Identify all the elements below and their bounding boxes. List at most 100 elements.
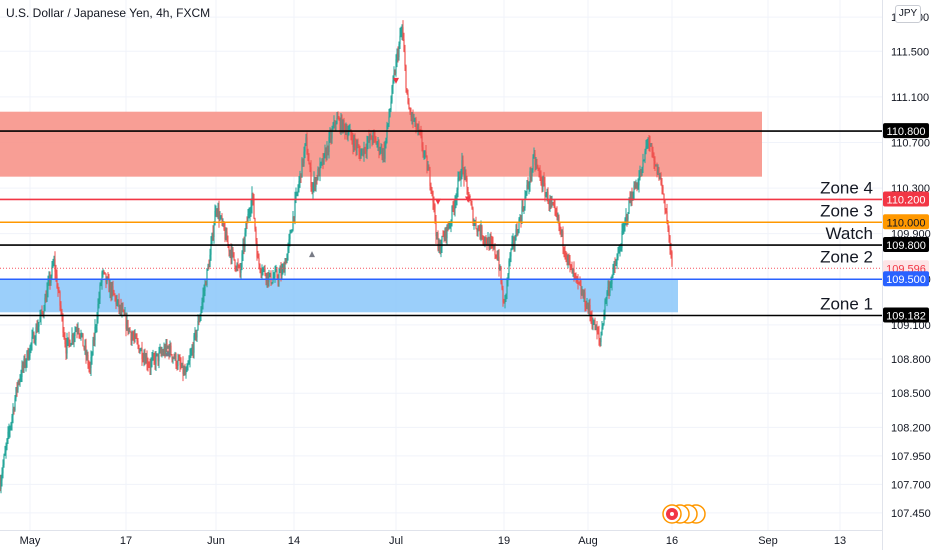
candle-body bbox=[522, 206, 524, 209]
candle-body bbox=[178, 359, 180, 361]
candle-body bbox=[211, 233, 213, 244]
candle-body bbox=[428, 168, 430, 171]
candle-body bbox=[260, 269, 262, 273]
candle-body bbox=[165, 343, 167, 354]
candle-body bbox=[100, 282, 102, 285]
candle-body bbox=[95, 325, 97, 327]
candle-body bbox=[670, 249, 672, 253]
candle-body bbox=[572, 269, 574, 274]
candle-body bbox=[81, 333, 83, 335]
currency-badge[interactable]: JPY bbox=[895, 5, 921, 23]
candle-body bbox=[510, 248, 512, 257]
candle-body bbox=[324, 151, 326, 154]
candle-body bbox=[231, 249, 233, 259]
candle-body bbox=[360, 152, 362, 159]
candle-body bbox=[366, 143, 368, 152]
candle-body bbox=[293, 216, 295, 218]
candle-body bbox=[408, 103, 410, 110]
candle-body bbox=[120, 305, 122, 312]
candle-body bbox=[94, 326, 96, 341]
candle-body bbox=[442, 236, 444, 238]
candle-body bbox=[412, 113, 414, 121]
candle-body bbox=[177, 359, 179, 366]
candle-body bbox=[633, 185, 635, 199]
candle-body bbox=[279, 269, 281, 274]
candle-body bbox=[401, 27, 403, 33]
candle-body bbox=[115, 297, 117, 305]
candle-body bbox=[225, 231, 227, 240]
candle-body bbox=[258, 258, 260, 265]
candle-body bbox=[583, 292, 585, 298]
candle-body bbox=[102, 271, 104, 273]
candle-body bbox=[372, 133, 374, 141]
candle-body bbox=[570, 264, 572, 266]
price-label-box bbox=[883, 271, 929, 287]
candle-body bbox=[465, 172, 467, 178]
candle-body bbox=[161, 352, 163, 354]
candle-body bbox=[409, 109, 411, 113]
candle-body bbox=[631, 193, 633, 200]
candle-body bbox=[404, 51, 406, 66]
time-tick-label: 16 bbox=[666, 535, 678, 547]
candle-body bbox=[526, 184, 528, 193]
candle-body bbox=[212, 233, 214, 238]
candle-body bbox=[274, 271, 276, 278]
candle-body bbox=[582, 292, 584, 298]
candle-body bbox=[333, 121, 335, 127]
candle-body bbox=[111, 286, 113, 296]
candle-body bbox=[470, 200, 472, 205]
candle-body bbox=[402, 27, 404, 40]
candle-body bbox=[462, 160, 464, 168]
candle-body bbox=[2, 464, 4, 474]
candle-body bbox=[43, 311, 45, 313]
candle-body bbox=[56, 274, 58, 288]
candle-body bbox=[376, 143, 378, 145]
candle-body bbox=[310, 167, 312, 187]
candle-body bbox=[206, 268, 208, 286]
candle-body bbox=[97, 303, 99, 320]
candle-body bbox=[63, 332, 65, 338]
candle-body bbox=[113, 290, 115, 296]
candle-body bbox=[521, 206, 523, 221]
candle-body bbox=[73, 335, 75, 340]
signal-marker bbox=[435, 198, 441, 205]
candle-body bbox=[563, 247, 565, 251]
candle-body bbox=[500, 266, 502, 283]
candle-body bbox=[130, 332, 132, 341]
candle-body bbox=[413, 120, 415, 122]
candle-body bbox=[531, 169, 533, 176]
candle-body bbox=[493, 245, 495, 248]
candle-body bbox=[425, 151, 427, 157]
price-label-box bbox=[883, 123, 929, 139]
candle-body bbox=[562, 231, 564, 248]
candle-body bbox=[664, 199, 666, 210]
candle-body bbox=[13, 408, 15, 411]
candle-body bbox=[119, 305, 121, 309]
candle-body bbox=[15, 387, 17, 399]
candle-body bbox=[289, 232, 291, 240]
candle-body bbox=[650, 145, 652, 147]
candle-body bbox=[226, 231, 228, 243]
candle-body bbox=[123, 310, 125, 316]
candle-body bbox=[665, 209, 667, 212]
candle-body bbox=[29, 345, 31, 357]
candle-body bbox=[224, 229, 226, 240]
candle-body bbox=[52, 264, 54, 266]
candle-body bbox=[421, 136, 423, 148]
candle-body bbox=[153, 355, 155, 359]
candle-body bbox=[578, 281, 580, 284]
candle-body bbox=[249, 211, 251, 214]
candle-body bbox=[198, 320, 200, 322]
candle-body bbox=[437, 233, 439, 250]
candle-body bbox=[223, 221, 225, 230]
candle-body bbox=[545, 194, 547, 197]
candle-body bbox=[354, 138, 356, 144]
candle-body bbox=[556, 213, 558, 218]
candle-body bbox=[355, 143, 357, 149]
candle-body bbox=[489, 239, 491, 249]
candle-body bbox=[436, 233, 438, 237]
candle-body bbox=[647, 139, 649, 142]
candle-body bbox=[315, 178, 317, 188]
price-tick-label: 111.100 bbox=[891, 92, 929, 104]
